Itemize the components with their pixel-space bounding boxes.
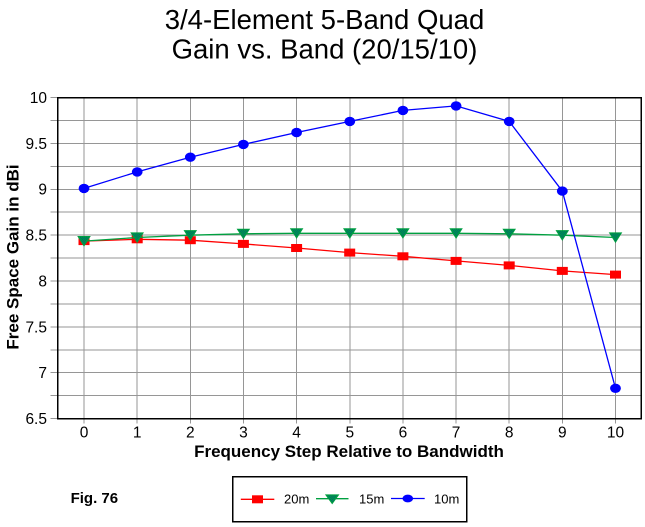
svg-text:9.5: 9.5 — [25, 136, 47, 153]
svg-text:7: 7 — [452, 424, 461, 441]
svg-text:9: 9 — [558, 424, 567, 441]
svg-text:8: 8 — [505, 424, 514, 441]
svg-text:10: 10 — [30, 90, 48, 107]
svg-text:10m: 10m — [434, 491, 459, 506]
svg-text:3/4-Element 5-Band Quad: 3/4-Element 5-Band Quad — [165, 4, 485, 35]
svg-text:Gain vs. Band (20/15/10): Gain vs. Band (20/15/10) — [172, 33, 478, 64]
svg-text:5: 5 — [345, 424, 354, 441]
svg-text:Fig. 76: Fig. 76 — [71, 490, 119, 507]
svg-text:8.5: 8.5 — [25, 228, 47, 245]
svg-text:15m: 15m — [359, 491, 384, 506]
svg-text:7: 7 — [38, 365, 47, 382]
svg-text:10: 10 — [607, 424, 625, 441]
svg-text:Frequency Step Relative to Ban: Frequency Step Relative to Bandwidth — [194, 442, 504, 461]
svg-text:Free Space Gain in dBi: Free Space Gain in dBi — [4, 164, 23, 349]
svg-text:20m: 20m — [284, 491, 309, 506]
svg-text:4: 4 — [292, 424, 301, 441]
svg-text:1: 1 — [133, 424, 142, 441]
svg-text:0: 0 — [80, 424, 89, 441]
svg-text:2: 2 — [186, 424, 195, 441]
svg-text:8: 8 — [38, 273, 47, 290]
svg-text:6.5: 6.5 — [25, 411, 47, 428]
svg-text:7.5: 7.5 — [25, 319, 47, 336]
svg-text:6: 6 — [399, 424, 408, 441]
svg-text:3: 3 — [239, 424, 248, 441]
svg-text:9: 9 — [38, 182, 47, 199]
